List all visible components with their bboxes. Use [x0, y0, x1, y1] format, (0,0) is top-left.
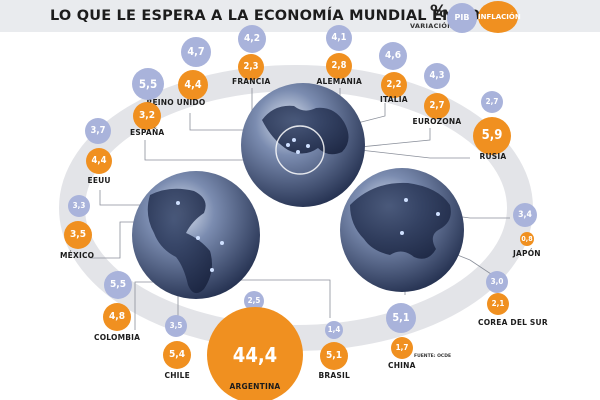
pib-bubble-eeuu: 3,7	[85, 118, 111, 144]
country-label-alemania: ALEMANIA	[316, 77, 362, 86]
country-label-reino-unido: REINO UNIDO	[146, 98, 206, 107]
country-label-espana: ESPAÑA	[130, 128, 165, 137]
pib-bubble-brasil: 1,4	[325, 321, 343, 339]
legend-variation: VARIACIÓN	[410, 22, 453, 30]
inflation-bubble-francia: 2,3	[238, 54, 264, 80]
inflation-bubble-italia: 2,2	[381, 72, 407, 98]
inflation-bubble-eurozona: 2,7	[424, 93, 450, 119]
country-label-mexico: MÉXICO	[60, 251, 95, 260]
country-label-brasil: BRASIL	[318, 371, 350, 380]
pib-bubble-reino-unido: 4,7	[181, 37, 211, 67]
pib-bubble-corea-del-sur: 3,0	[486, 271, 508, 293]
pib-bubble-italia: 4,6	[379, 42, 407, 70]
inflation-bubble-colombia: 4,8	[103, 303, 131, 331]
legend-percent: %	[430, 2, 448, 22]
inflation-bubble-argentina: 44,4	[207, 307, 303, 400]
country-label-argentina: ARGENTINA	[229, 382, 281, 391]
inflation-bubble-corea-del-sur: 2,1	[487, 293, 509, 315]
country-label-colombia: COLOMBIA	[94, 333, 141, 342]
country-label-francia: FRANCIA	[232, 77, 271, 86]
inflation-bubble-alemania: 2,8	[326, 53, 352, 79]
pib-bubble-francia: 4,2	[238, 25, 266, 53]
inflation-bubble-mexico: 3,5	[64, 221, 92, 249]
country-label-japon: JAPÓN	[513, 249, 541, 258]
inflation-bubble-espana: 3,2	[133, 102, 161, 130]
inflation-bubble-eeuu: 4,4	[86, 148, 112, 174]
inflation-bubble-rusia: 5,9	[473, 117, 511, 155]
pib-bubble-rusia: 2,7	[481, 91, 503, 113]
pib-bubble-mexico: 3,3	[68, 195, 90, 217]
country-label-eurozona: EUROZONA	[412, 117, 462, 126]
globe-asia	[340, 168, 464, 292]
country-label-eeuu: EEUU	[87, 176, 111, 185]
legend-pib: PIB	[447, 3, 477, 33]
legend-inflation: INFLACIÓN	[478, 1, 521, 33]
inflation-bubble-brasil: 5,1	[320, 342, 348, 370]
globe-europe	[241, 83, 365, 207]
chart-title: LO QUE LE ESPERA A LA ECONOMÍA MUNDIAL E…	[50, 8, 501, 24]
country-label-chile: CHILE	[164, 371, 190, 380]
inflation-bubble-china: 1,7	[391, 337, 413, 359]
pib-bubble-japon: 3,4	[513, 203, 537, 227]
pib-bubble-chile: 3,5	[165, 315, 187, 337]
pib-bubble-china: 5,1	[386, 303, 416, 333]
country-label-corea-del-sur: COREA DEL SUR	[478, 318, 548, 327]
country-label-rusia: RUSIA	[479, 152, 507, 161]
country-label-italia: ITALIA	[380, 95, 408, 104]
inflation-bubble-reino-unido: 4,4	[178, 70, 208, 100]
globe-americas	[132, 171, 260, 299]
pib-bubble-alemania: 4,1	[326, 25, 352, 51]
inflation-bubble-chile: 5,4	[163, 341, 191, 369]
country-label-china: CHINA	[388, 361, 416, 370]
pib-bubble-espana: 5,5	[132, 68, 164, 100]
pib-bubble-eurozona: 4,3	[424, 63, 450, 89]
inflation-bubble-japon: 0,8	[520, 232, 534, 246]
pib-bubble-colombia: 5,5	[104, 271, 132, 299]
pib-bubble-argentina: 2,5	[244, 291, 264, 311]
source-note: FUENTE: OCDE	[414, 354, 452, 359]
